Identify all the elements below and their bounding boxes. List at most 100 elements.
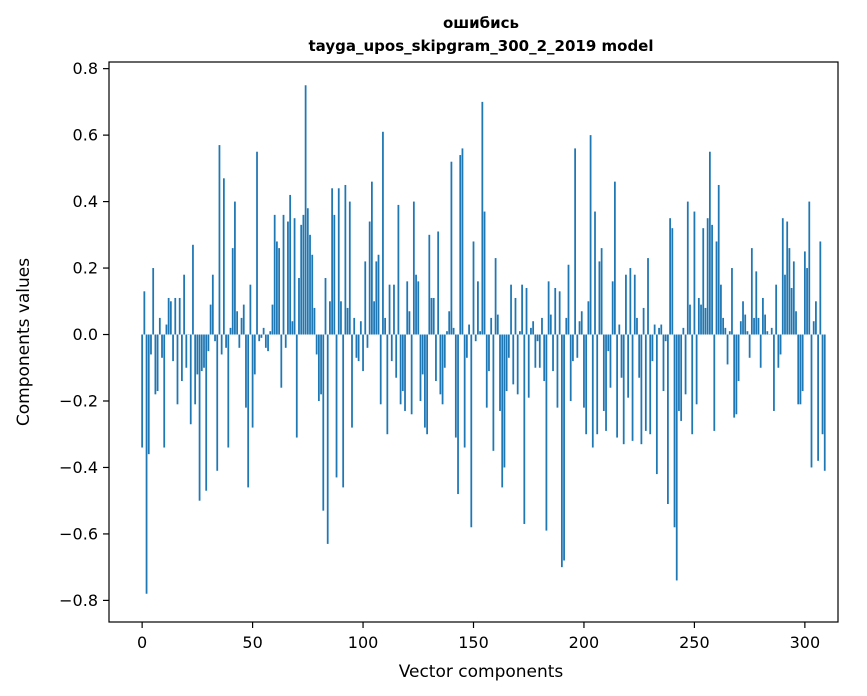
bar-40 bbox=[229, 327, 232, 335]
bar-188 bbox=[556, 334, 559, 408]
bar-17 bbox=[178, 297, 181, 335]
bar-168 bbox=[512, 334, 515, 385]
bar-41 bbox=[231, 248, 234, 335]
bar-295 bbox=[792, 261, 795, 335]
bar-88 bbox=[335, 334, 338, 478]
bar-123 bbox=[412, 201, 415, 335]
bar-56 bbox=[264, 334, 267, 348]
chart-subtitle: tayga_upos_skipgram_300_2_2019 model bbox=[309, 37, 654, 55]
bar-226 bbox=[640, 334, 643, 445]
bar-61 bbox=[276, 241, 278, 335]
bar-254 bbox=[702, 228, 705, 335]
bar-37 bbox=[222, 178, 225, 335]
bar-160 bbox=[494, 258, 497, 335]
bar-185 bbox=[549, 314, 552, 335]
bar-93 bbox=[346, 307, 349, 335]
y-tick-label: −0.4 bbox=[59, 458, 98, 477]
bar-75 bbox=[306, 208, 309, 335]
bar-69 bbox=[293, 218, 296, 335]
x-tick-label: 0 bbox=[137, 633, 147, 652]
bar-169 bbox=[514, 297, 517, 335]
bar-65 bbox=[284, 334, 287, 348]
bar-171 bbox=[519, 331, 521, 335]
bar-152 bbox=[477, 281, 479, 335]
bar-202 bbox=[587, 301, 590, 335]
bar-77 bbox=[311, 254, 314, 335]
bar-51 bbox=[253, 334, 256, 375]
bar-293 bbox=[788, 248, 791, 335]
bar-145 bbox=[461, 148, 464, 335]
bar-102 bbox=[366, 334, 369, 348]
bar-233 bbox=[655, 334, 658, 475]
bar-245 bbox=[682, 327, 685, 335]
bar-131 bbox=[430, 297, 433, 335]
bar-267 bbox=[731, 268, 733, 335]
bar-227 bbox=[642, 307, 645, 335]
bar-204 bbox=[591, 334, 594, 448]
bar-12 bbox=[167, 297, 170, 335]
bar-264 bbox=[724, 327, 727, 335]
bar-219 bbox=[625, 274, 627, 335]
bar-26 bbox=[198, 334, 201, 501]
bar-1 bbox=[143, 291, 146, 335]
bar-291 bbox=[784, 274, 786, 335]
bar-270 bbox=[737, 334, 740, 382]
bar-196 bbox=[574, 148, 576, 335]
bar-234 bbox=[658, 327, 660, 335]
bar-207 bbox=[598, 261, 601, 335]
bar-243 bbox=[678, 334, 680, 411]
bar-298 bbox=[799, 334, 802, 405]
bar-53 bbox=[258, 334, 261, 342]
bar-124 bbox=[415, 274, 417, 335]
bar-176 bbox=[530, 327, 532, 335]
bar-190 bbox=[560, 334, 563, 568]
bar-151 bbox=[474, 334, 477, 342]
bar-231 bbox=[651, 334, 654, 362]
x-tick-label: 250 bbox=[679, 633, 710, 652]
bar-54 bbox=[260, 334, 263, 338]
bar-76 bbox=[309, 234, 311, 335]
bar-157 bbox=[488, 334, 490, 372]
bar-201 bbox=[585, 334, 588, 435]
bar-47 bbox=[245, 334, 247, 408]
bar-182 bbox=[543, 334, 546, 382]
bar-290 bbox=[781, 218, 784, 335]
bar-216 bbox=[618, 324, 621, 335]
bar-15 bbox=[174, 297, 177, 335]
bar-82 bbox=[322, 334, 325, 511]
bar-70 bbox=[295, 334, 298, 438]
bar-121 bbox=[408, 311, 411, 335]
bar-120 bbox=[406, 281, 409, 335]
y-tick-label: −0.2 bbox=[59, 391, 98, 410]
bar-126 bbox=[419, 334, 422, 401]
bar-228 bbox=[644, 334, 647, 431]
bar-173 bbox=[523, 334, 526, 524]
bar-140 bbox=[450, 161, 453, 335]
bar-273 bbox=[744, 314, 747, 335]
bar-38 bbox=[225, 334, 227, 348]
bar-272 bbox=[742, 301, 744, 335]
bar-156 bbox=[485, 334, 488, 408]
bar-258 bbox=[711, 224, 713, 335]
bar-236 bbox=[662, 334, 665, 392]
x-tick-label: 200 bbox=[569, 633, 600, 652]
bar-203 bbox=[589, 135, 592, 335]
bar-288 bbox=[777, 334, 780, 368]
bar-302 bbox=[808, 201, 811, 335]
bar-191 bbox=[563, 334, 565, 561]
bar-248 bbox=[689, 304, 691, 335]
bar-137 bbox=[443, 334, 446, 368]
bar-159 bbox=[492, 334, 495, 451]
bar-199 bbox=[580, 311, 583, 335]
bar-161 bbox=[496, 314, 499, 335]
bar-85 bbox=[329, 301, 331, 335]
bar-195 bbox=[572, 334, 574, 362]
bar-215 bbox=[616, 334, 618, 438]
bar-43 bbox=[236, 311, 239, 335]
bar-28 bbox=[203, 334, 205, 368]
bar-277 bbox=[753, 317, 755, 335]
bar-141 bbox=[452, 327, 455, 335]
bar-59 bbox=[271, 304, 274, 335]
bar-7 bbox=[156, 334, 159, 392]
bar-285 bbox=[770, 327, 773, 335]
